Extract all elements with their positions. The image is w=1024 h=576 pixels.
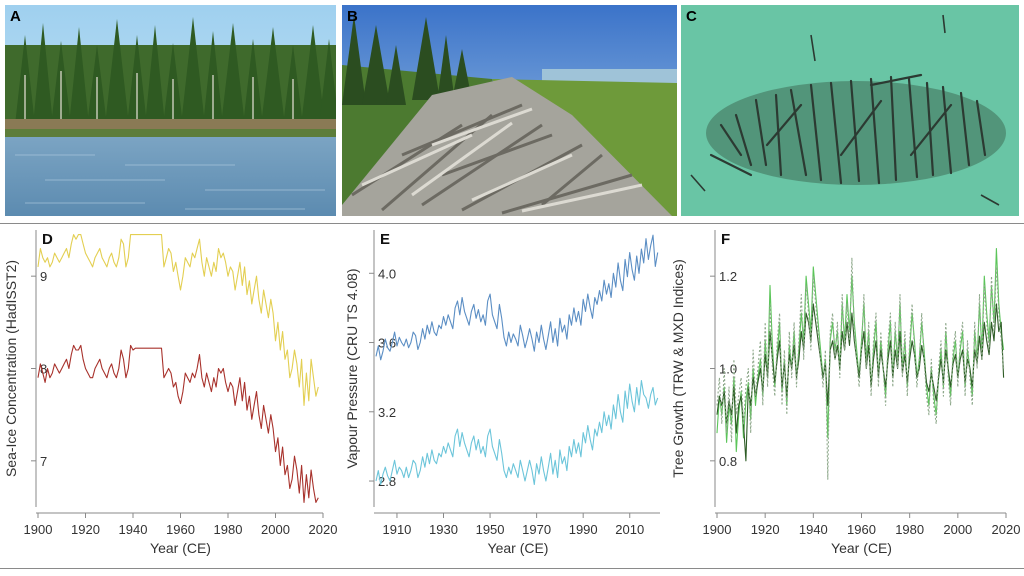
photo-c-label: C	[686, 8, 697, 25]
photo-a-river-forest: A	[5, 5, 336, 216]
x-tick-label: 2000	[943, 522, 972, 537]
y-tick-label: 4.0	[378, 266, 396, 281]
series-line-1	[375, 234, 659, 361]
x-tick-label: 1920	[751, 522, 780, 537]
y-tick-label: 8	[40, 362, 47, 377]
series-line-2	[37, 344, 319, 503]
x-tick-label: 1940	[799, 522, 828, 537]
x-tick-label: 1900	[703, 522, 732, 537]
x-tick-label: 1900	[24, 522, 53, 537]
photo-a-label: A	[10, 8, 21, 25]
panel-label: F	[721, 231, 730, 248]
y-tick-label: 9	[40, 269, 47, 284]
y-tick-label: 1.2	[719, 269, 737, 284]
panel-label: E	[380, 231, 390, 248]
x-tick-label: 2020	[309, 522, 338, 537]
x-tick-label: 1950	[476, 522, 505, 537]
x-tick-label: 1990	[569, 522, 598, 537]
top-separator	[0, 223, 1024, 224]
x-axis-title: Year (CE)	[150, 540, 211, 556]
x-tick-label: 1960	[847, 522, 876, 537]
y-axis-title: Vapour Pressure (CRU TS 4.08)	[344, 268, 360, 468]
y-axis-title: Sea-Ice Concentration (HadISST2)	[3, 260, 19, 477]
x-tick-label: 1940	[119, 522, 148, 537]
bottom-separator	[0, 568, 1024, 569]
x-tick-label: 1960	[166, 522, 195, 537]
x-tick-label: 2010	[615, 522, 644, 537]
series-line-1	[37, 234, 319, 406]
series-line-2	[716, 303, 1005, 462]
x-tick-label: 1980	[214, 522, 243, 537]
photo-b-driftwood-bank: B	[342, 5, 677, 216]
x-tick-label: 2000	[261, 522, 290, 537]
x-tick-label: 1980	[895, 522, 924, 537]
y-tick-label: 0.8	[719, 454, 737, 469]
x-tick-label: 2020	[992, 522, 1021, 537]
x-tick-label: 1910	[382, 522, 411, 537]
x-tick-label: 1920	[71, 522, 100, 537]
series-line-3	[716, 257, 1005, 480]
series-line-2	[375, 380, 659, 486]
x-tick-label: 1930	[429, 522, 458, 537]
chart-panel-d: D 1900 1920 1940 1960 1980 2000 2020 7 8 9 Year (CE…	[3, 230, 337, 556]
y-axis-title: Tree Growth (TRW & MXD Indices)	[670, 259, 686, 478]
y-tick-label: 3.2	[378, 405, 396, 420]
y-tick-label: 7	[40, 454, 47, 469]
photo-b-label: B	[347, 8, 358, 25]
photo-c-logs-in-water: C	[681, 5, 1019, 216]
x-axis-title: Year (CE)	[488, 540, 549, 556]
panel-label: D	[42, 231, 53, 248]
x-axis-title: Year (CE)	[831, 540, 892, 556]
x-tick-label: 1970	[522, 522, 551, 537]
